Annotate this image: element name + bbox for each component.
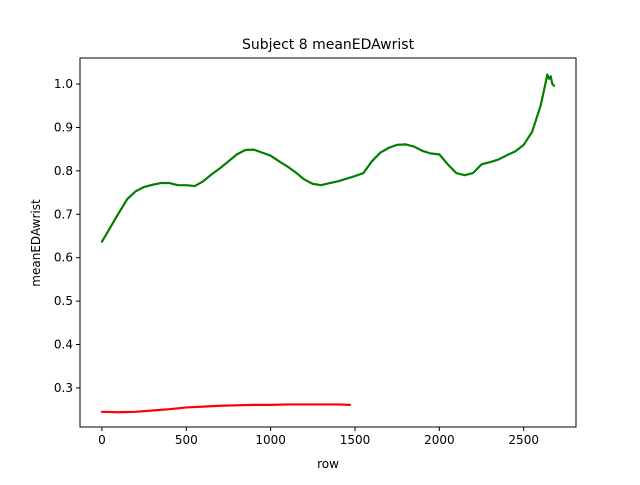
series-line-0 — [100, 403, 352, 414]
series-layer — [100, 73, 556, 414]
x-tick-label: 0 — [98, 433, 106, 447]
y-tick-label: 0.8 — [54, 164, 73, 178]
y-axis-ticks: 0.3 0.4 0.5 0.6 0.7 0.8 0.9 1.0 — [54, 77, 80, 395]
series-line-1 — [100, 73, 556, 243]
x-tick-label: 500 — [175, 433, 198, 447]
x-axis-label: row — [317, 457, 339, 471]
x-tick-label: 2000 — [424, 433, 455, 447]
y-tick-label: 0.6 — [54, 251, 73, 265]
y-tick-label: 0.9 — [54, 120, 73, 134]
y-tick-label: 0.3 — [54, 381, 73, 395]
y-tick-label: 1.0 — [54, 77, 73, 91]
y-tick-label: 0.5 — [54, 294, 73, 308]
x-tick-label: 2500 — [508, 433, 539, 447]
x-tick-label: 1500 — [340, 433, 371, 447]
y-tick-label: 0.7 — [54, 207, 73, 221]
plot-frame — [79, 57, 577, 428]
x-axis-ticks: 0 500 1000 1500 2000 2500 — [98, 427, 539, 447]
y-tick-label: 0.4 — [54, 338, 73, 352]
chart-title: Subject 8 meanEDAwrist — [242, 37, 415, 53]
x-tick-label: 1000 — [255, 433, 286, 447]
y-axis-label: meanEDAwrist — [29, 199, 43, 287]
